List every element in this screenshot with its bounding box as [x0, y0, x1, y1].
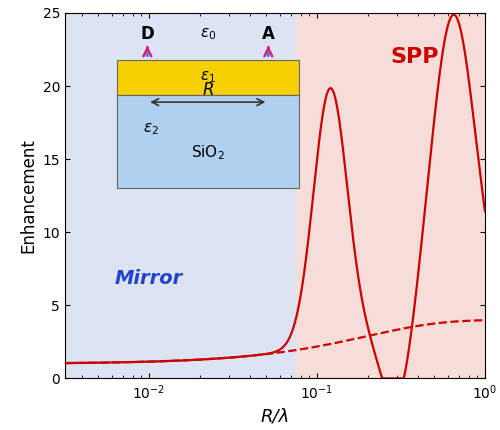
Bar	[296, 13, 485, 378]
X-axis label: R/λ: R/λ	[260, 407, 290, 425]
Bar	[65, 13, 296, 378]
Text: SPP: SPP	[390, 47, 438, 67]
Text: Mirror: Mirror	[115, 270, 183, 289]
Y-axis label: Enhancement: Enhancement	[19, 138, 37, 253]
